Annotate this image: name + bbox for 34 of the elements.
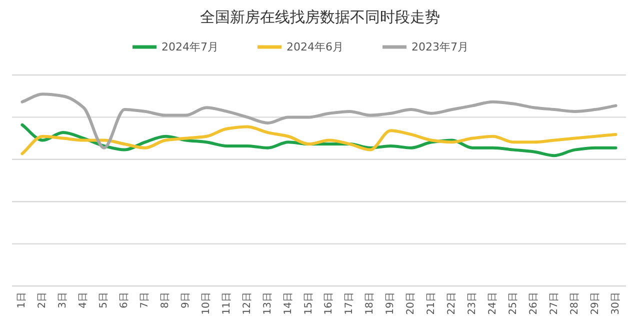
x-tick-label: 24日 (487, 292, 498, 315)
x-tick-label: 1日 (16, 292, 28, 308)
x-tick-label: 27日 (548, 292, 560, 315)
x-tick-label: 15日 (303, 292, 314, 315)
x-tick-label: 6日 (119, 292, 130, 308)
x-tick-label: 17日 (344, 292, 356, 315)
x-tick-label: 21日 (426, 292, 438, 315)
legend-label: 2024年6月 (286, 40, 344, 54)
legend-label: 2024年7月 (162, 40, 218, 54)
x-tick-label: 7日 (140, 292, 151, 308)
x-tick-label: 11日 (221, 292, 232, 315)
x-tick-label: 29日 (590, 292, 601, 315)
legend-label: 2023年7月 (412, 40, 468, 54)
x-tick-label: 19日 (385, 292, 396, 315)
x-tick-label: 5日 (98, 292, 110, 308)
chart-title: 全国新房在线找房数据不同时段走势 (200, 8, 440, 26)
x-tick-label: 18日 (364, 292, 376, 315)
x-tick-label: 20日 (406, 292, 417, 315)
x-tick-label: 25日 (508, 292, 519, 315)
x-tick-label: 26日 (528, 292, 540, 315)
x-tick-label: 9日 (180, 292, 192, 308)
x-tick-label: 12日 (242, 292, 253, 315)
x-tick-label: 10日 (200, 292, 212, 315)
x-tick-label: 14日 (282, 292, 294, 315)
x-tick-label: 4日 (78, 292, 90, 308)
x-tick-label: 2日 (37, 292, 48, 308)
x-tick-label: 13日 (262, 292, 274, 315)
x-tick-label: 28日 (569, 292, 580, 315)
x-tick-label: 22日 (446, 292, 458, 315)
x-tick-label: 30日 (610, 292, 622, 315)
x-tick-label: 23日 (467, 292, 478, 315)
x-tick-label: 3日 (58, 292, 69, 308)
x-tick-label: 16日 (324, 292, 335, 315)
x-tick-label: 8日 (160, 292, 171, 308)
